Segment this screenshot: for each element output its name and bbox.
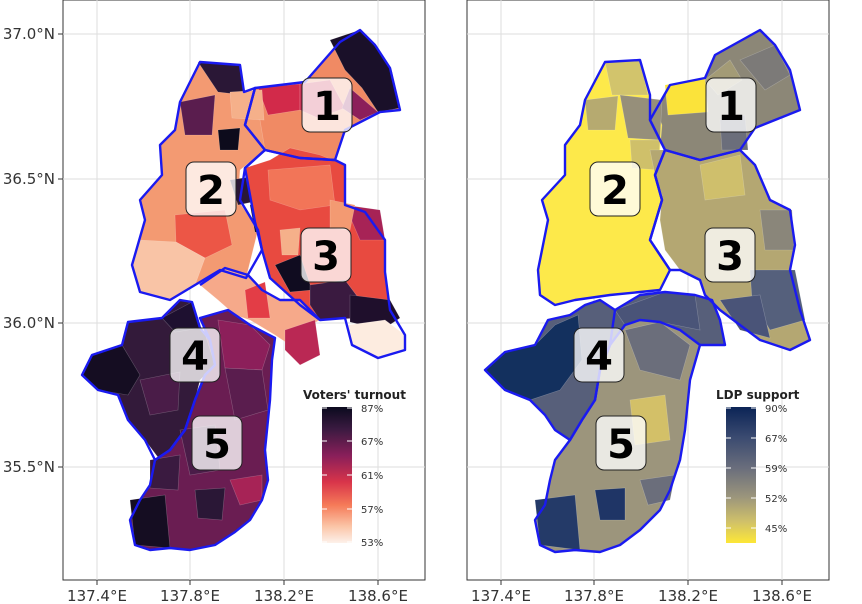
left-district-label-3: 3 xyxy=(300,227,352,283)
lat-tick-label: 36.0°N xyxy=(3,314,55,332)
right-legend-tick: 52% xyxy=(765,494,787,505)
left-legend-tick: 57% xyxy=(361,505,383,516)
right-legend-colorbar xyxy=(726,407,756,543)
right-legend-tick: 67% xyxy=(765,434,787,445)
left-legend-tick: 67% xyxy=(361,437,383,448)
right-legend-tick: 45% xyxy=(765,524,787,535)
left-district-label-5: 5 xyxy=(191,415,243,471)
svg-text:4: 4 xyxy=(585,334,613,380)
svg-text:5: 5 xyxy=(203,422,231,468)
left-district-labels: 1 2 3 4 5 xyxy=(169,77,353,471)
left-district-label-1: 1 xyxy=(301,77,353,133)
lat-tick-label: 37.0°N xyxy=(3,25,55,43)
lon-tick-label: 137.8°E xyxy=(160,587,220,604)
right-district-label-4: 4 xyxy=(573,327,625,383)
svg-text:1: 1 xyxy=(717,84,745,130)
left-legend-tick: 61% xyxy=(361,471,383,482)
left-district-borders xyxy=(80,28,407,552)
left-district-label-2: 2 xyxy=(185,161,237,217)
right-district-label-2: 2 xyxy=(589,161,641,217)
lon-axis-left: 137.4°E 137.8°E 138.2°E 138.6°E xyxy=(67,580,408,604)
left-legend-tick: 87% xyxy=(361,404,383,415)
left-panel: 1 2 3 4 5 Voters' turnout xyxy=(62,0,426,581)
right-legend-title: LDP support xyxy=(716,388,800,402)
right-district-label-3: 3 xyxy=(704,227,756,283)
right-district-label-1: 1 xyxy=(705,77,757,133)
lat-tick-label: 35.5°N xyxy=(3,458,55,476)
left-legend-title: Voters' turnout xyxy=(303,388,406,402)
lon-tick-label: 137.4°E xyxy=(67,587,127,604)
left-choropleth xyxy=(81,29,406,551)
right-district-label-5: 5 xyxy=(595,415,647,471)
svg-text:1: 1 xyxy=(313,84,341,130)
right-legend: LDP support 90% 67% 59% 52% 45% xyxy=(716,388,800,543)
lat-axis-left: 37.0°N 36.5°N 36.0°N 35.5°N xyxy=(3,25,63,476)
lon-tick-label: 138.2°E xyxy=(254,587,314,604)
svg-text:2: 2 xyxy=(601,168,629,214)
svg-text:4: 4 xyxy=(181,334,209,380)
right-legend-tick: 59% xyxy=(765,464,787,475)
left-legend: Voters' turnout 87% 67% 61% 57% 53% xyxy=(303,388,406,549)
lon-tick-label: 138.6°E xyxy=(348,587,408,604)
svg-text:5: 5 xyxy=(607,422,635,468)
lon-tick-label: 137.8°E xyxy=(564,587,624,604)
svg-text:3: 3 xyxy=(312,234,340,280)
left-legend-tick: 53% xyxy=(361,538,383,549)
left-district-label-4: 4 xyxy=(169,327,221,383)
right-legend-tick: 90% xyxy=(765,404,787,415)
lon-tick-label: 137.4°E xyxy=(471,587,531,604)
lat-tick-label: 36.5°N xyxy=(3,170,55,188)
right-panel: 1 2 3 4 5 LDP support xyxy=(466,0,830,581)
svg-text:2: 2 xyxy=(197,168,225,214)
svg-text:3: 3 xyxy=(716,234,744,280)
lon-axis-right: 137.4°E 137.8°E 138.2°E 138.6°E xyxy=(471,580,812,604)
lon-tick-label: 138.6°E xyxy=(752,587,812,604)
right-district-labels: 1 2 3 4 5 xyxy=(573,77,757,471)
lon-tick-label: 138.2°E xyxy=(658,587,718,604)
